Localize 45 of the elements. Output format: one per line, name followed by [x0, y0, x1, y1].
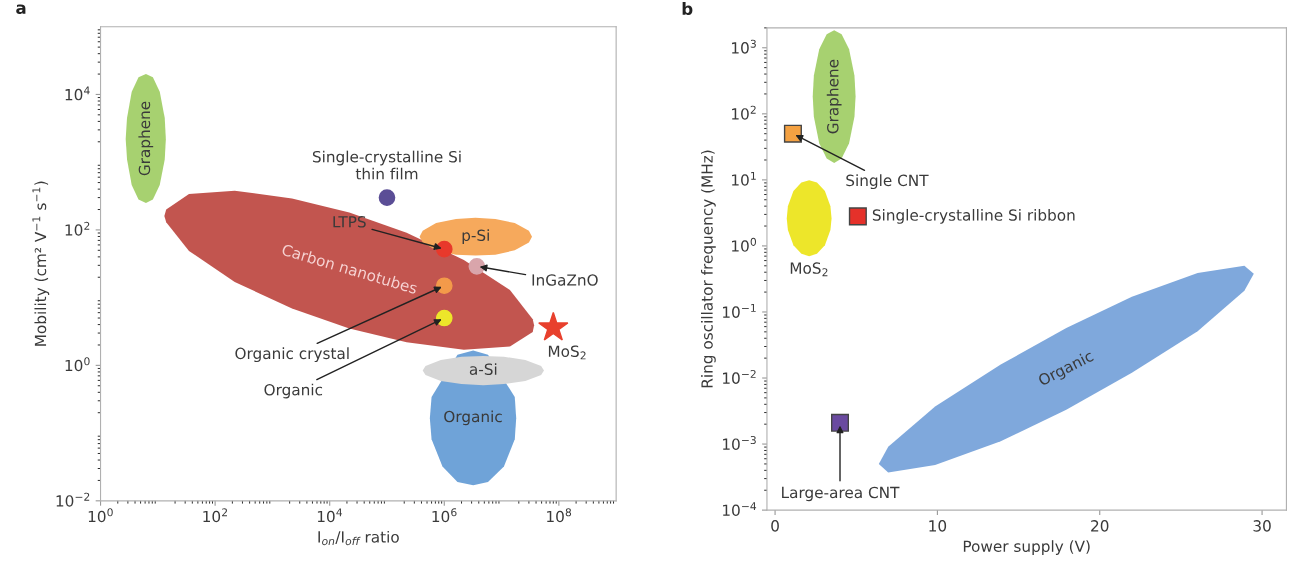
- x-tick-label: 10: [929, 520, 947, 532]
- chart-title: a: [16, 4, 26, 15]
- annotation: Large-area CNT: [782, 486, 900, 502]
- annotation: MoS$_{2}$: [548, 345, 586, 360]
- series-label: Graphene: [138, 101, 154, 176]
- y-tick-label: 10$^{−1}$: [723, 304, 756, 318]
- y-tick-label: 10$^{0}$: [732, 237, 757, 252]
- series-label: p-Si: [462, 229, 489, 244]
- x-tick-label: 10$^{4}$: [317, 508, 343, 523]
- y-axis-title: Mobility (cm² V$^{−1}$ s$^{−1}$): [32, 181, 50, 346]
- series-label: a-Si: [469, 363, 497, 375]
- annotation: Organic crystal: [235, 347, 349, 363]
- y-tick-label: 10$^{4}$: [65, 86, 90, 101]
- series-label: MoS$_{2}$: [790, 262, 828, 277]
- y-tick-label: 10$^{2}$: [732, 105, 756, 120]
- x-tick-label: 0: [771, 520, 779, 532]
- x-tick-label: 10$^{2}$: [203, 508, 227, 523]
- y-tick-label: 10$^{−3}$: [723, 435, 756, 450]
- y-tick-label: 10$^{0}$: [65, 357, 90, 372]
- x-tick-label: 30: [1253, 520, 1271, 532]
- series-label: Organic: [444, 410, 502, 426]
- series-label: Graphene: [826, 59, 842, 134]
- y-tick-label: 10$^{3}$: [732, 39, 756, 54]
- x-tick-label: 10$^{8}$: [547, 508, 572, 523]
- y-tick-label: 10$^{−2}$: [56, 492, 90, 507]
- annotation: Single-crystalline Si thin film: [312, 150, 461, 180]
- annotation: LTPS: [333, 216, 366, 228]
- annotation: InGaZnO: [532, 274, 598, 286]
- annotation: Single-crystalline Si ribbon: [872, 208, 1075, 224]
- x-tick-label: 20: [1091, 520, 1109, 532]
- point: [848, 207, 867, 226]
- y-tick-label: 10$^{2}$: [65, 221, 90, 236]
- y-tick-label: 10$^{−2}$: [723, 369, 756, 384]
- y-axis-title: Ring oscillator frequency (MHz): [700, 150, 716, 388]
- x-axis-title: Power supply (V): [963, 540, 1090, 555]
- point: [830, 413, 850, 432]
- annotation: Organic: [264, 383, 323, 399]
- x-tick-label: 10$^{0}$: [88, 508, 113, 523]
- point: [783, 124, 802, 143]
- annotation: Single CNT: [846, 174, 929, 190]
- y-tick-label: 10$^{1}$: [732, 171, 756, 186]
- x-axis-title: I$_{on}$/I$_{off}$ ratio: [318, 530, 399, 546]
- y-tick-label: 10$^{−4}$: [723, 502, 757, 517]
- x-tick-label: 10$^{6}$: [432, 508, 457, 523]
- chart-title: b: [682, 2, 693, 16]
